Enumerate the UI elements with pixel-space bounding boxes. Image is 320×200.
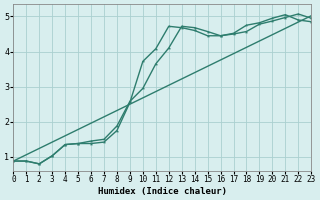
X-axis label: Humidex (Indice chaleur): Humidex (Indice chaleur) (98, 187, 227, 196)
